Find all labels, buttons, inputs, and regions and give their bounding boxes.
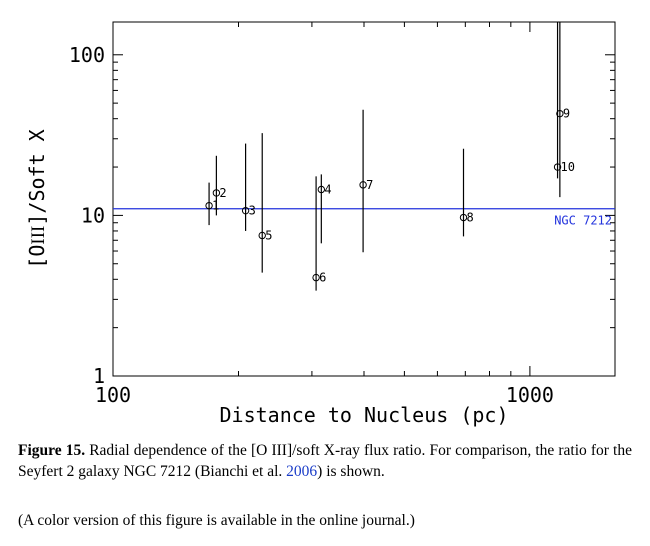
data-point-group: 6 bbox=[312, 176, 326, 291]
data-point-marker bbox=[556, 109, 564, 118]
data-point-marker bbox=[459, 213, 468, 222]
y-axis-title-post: ]/Soft X bbox=[25, 129, 49, 225]
data-point-label: 5 bbox=[265, 228, 272, 242]
caption-text-2: ]/soft X-ray flux ratio. For comparison,… bbox=[18, 442, 632, 480]
data-point-group: 2 bbox=[212, 155, 227, 216]
ticks-layer: 100 1000 1 10 100 bbox=[69, 22, 615, 407]
y-tick-label: 1 bbox=[93, 364, 105, 388]
data-point-group: 10 bbox=[553, 22, 575, 179]
data-point-group: 5 bbox=[258, 133, 272, 273]
caption-text-3: ) is shown. bbox=[317, 463, 385, 480]
figure-label: Figure 15. bbox=[18, 442, 86, 459]
y-axis-title: [OIII]/Soft X bbox=[25, 129, 49, 268]
data-point-marker bbox=[241, 206, 250, 215]
data-point-label: 7 bbox=[366, 178, 373, 192]
data-point-marker bbox=[553, 163, 562, 171]
data-point-group: 4 bbox=[317, 174, 332, 244]
data-point-marker bbox=[312, 273, 320, 282]
x-tick-label: 1000 bbox=[506, 383, 554, 407]
figure-caption: Figure 15. Radial dependence of the [O I… bbox=[18, 440, 632, 482]
reference-layer: NGC 7212 bbox=[113, 208, 615, 228]
caption-text-1: Radial dependence of the [O bbox=[85, 442, 272, 459]
data-point-group: 1 bbox=[205, 182, 219, 226]
data-point-group: 7 bbox=[359, 109, 373, 253]
data-point-group: 3 bbox=[241, 143, 256, 231]
data-point-label: 1 bbox=[212, 199, 219, 213]
citation-link[interactable]: 2006 bbox=[286, 463, 318, 480]
data-point-group: 9 bbox=[556, 22, 570, 198]
x-axis-title: Distance to Nucleus (pc) bbox=[220, 403, 509, 427]
y-axis-title-pre: [O bbox=[25, 245, 49, 269]
data-point-label: 9 bbox=[563, 107, 570, 121]
points-layer: 12 35 6 4 7 8 10 9 bbox=[205, 22, 575, 291]
data-point-marker bbox=[258, 231, 266, 240]
plot-frame bbox=[112, 21, 616, 377]
figure: 100 1000 1 10 100 NGC 7212 1 2 3 5 6 4 7 8 10 9 Dista… bbox=[25, 21, 616, 427]
data-point-label: 10 bbox=[561, 160, 575, 174]
data-point-label: 8 bbox=[467, 211, 474, 225]
data-point-label: 3 bbox=[249, 204, 256, 218]
data-point-marker bbox=[359, 181, 367, 189]
x-tick-label: 100 bbox=[95, 383, 131, 407]
data-point-marker bbox=[212, 189, 221, 197]
reference-line-label: NGC 7212 bbox=[554, 214, 612, 228]
data-point-marker bbox=[317, 185, 326, 194]
y-tick-label: 10 bbox=[81, 203, 105, 227]
data-point-label: 4 bbox=[324, 182, 331, 196]
y-axis-title-roman: III bbox=[28, 226, 49, 245]
data-point-group: 8 bbox=[459, 148, 474, 237]
data-point-marker bbox=[205, 201, 213, 210]
data-point-label: 6 bbox=[319, 271, 326, 285]
y-tick-label: 100 bbox=[69, 43, 105, 67]
caption-roman: III bbox=[271, 442, 287, 459]
data-point-label: 2 bbox=[219, 186, 226, 200]
color-version-note: (A color version of this figure is avail… bbox=[18, 512, 415, 529]
